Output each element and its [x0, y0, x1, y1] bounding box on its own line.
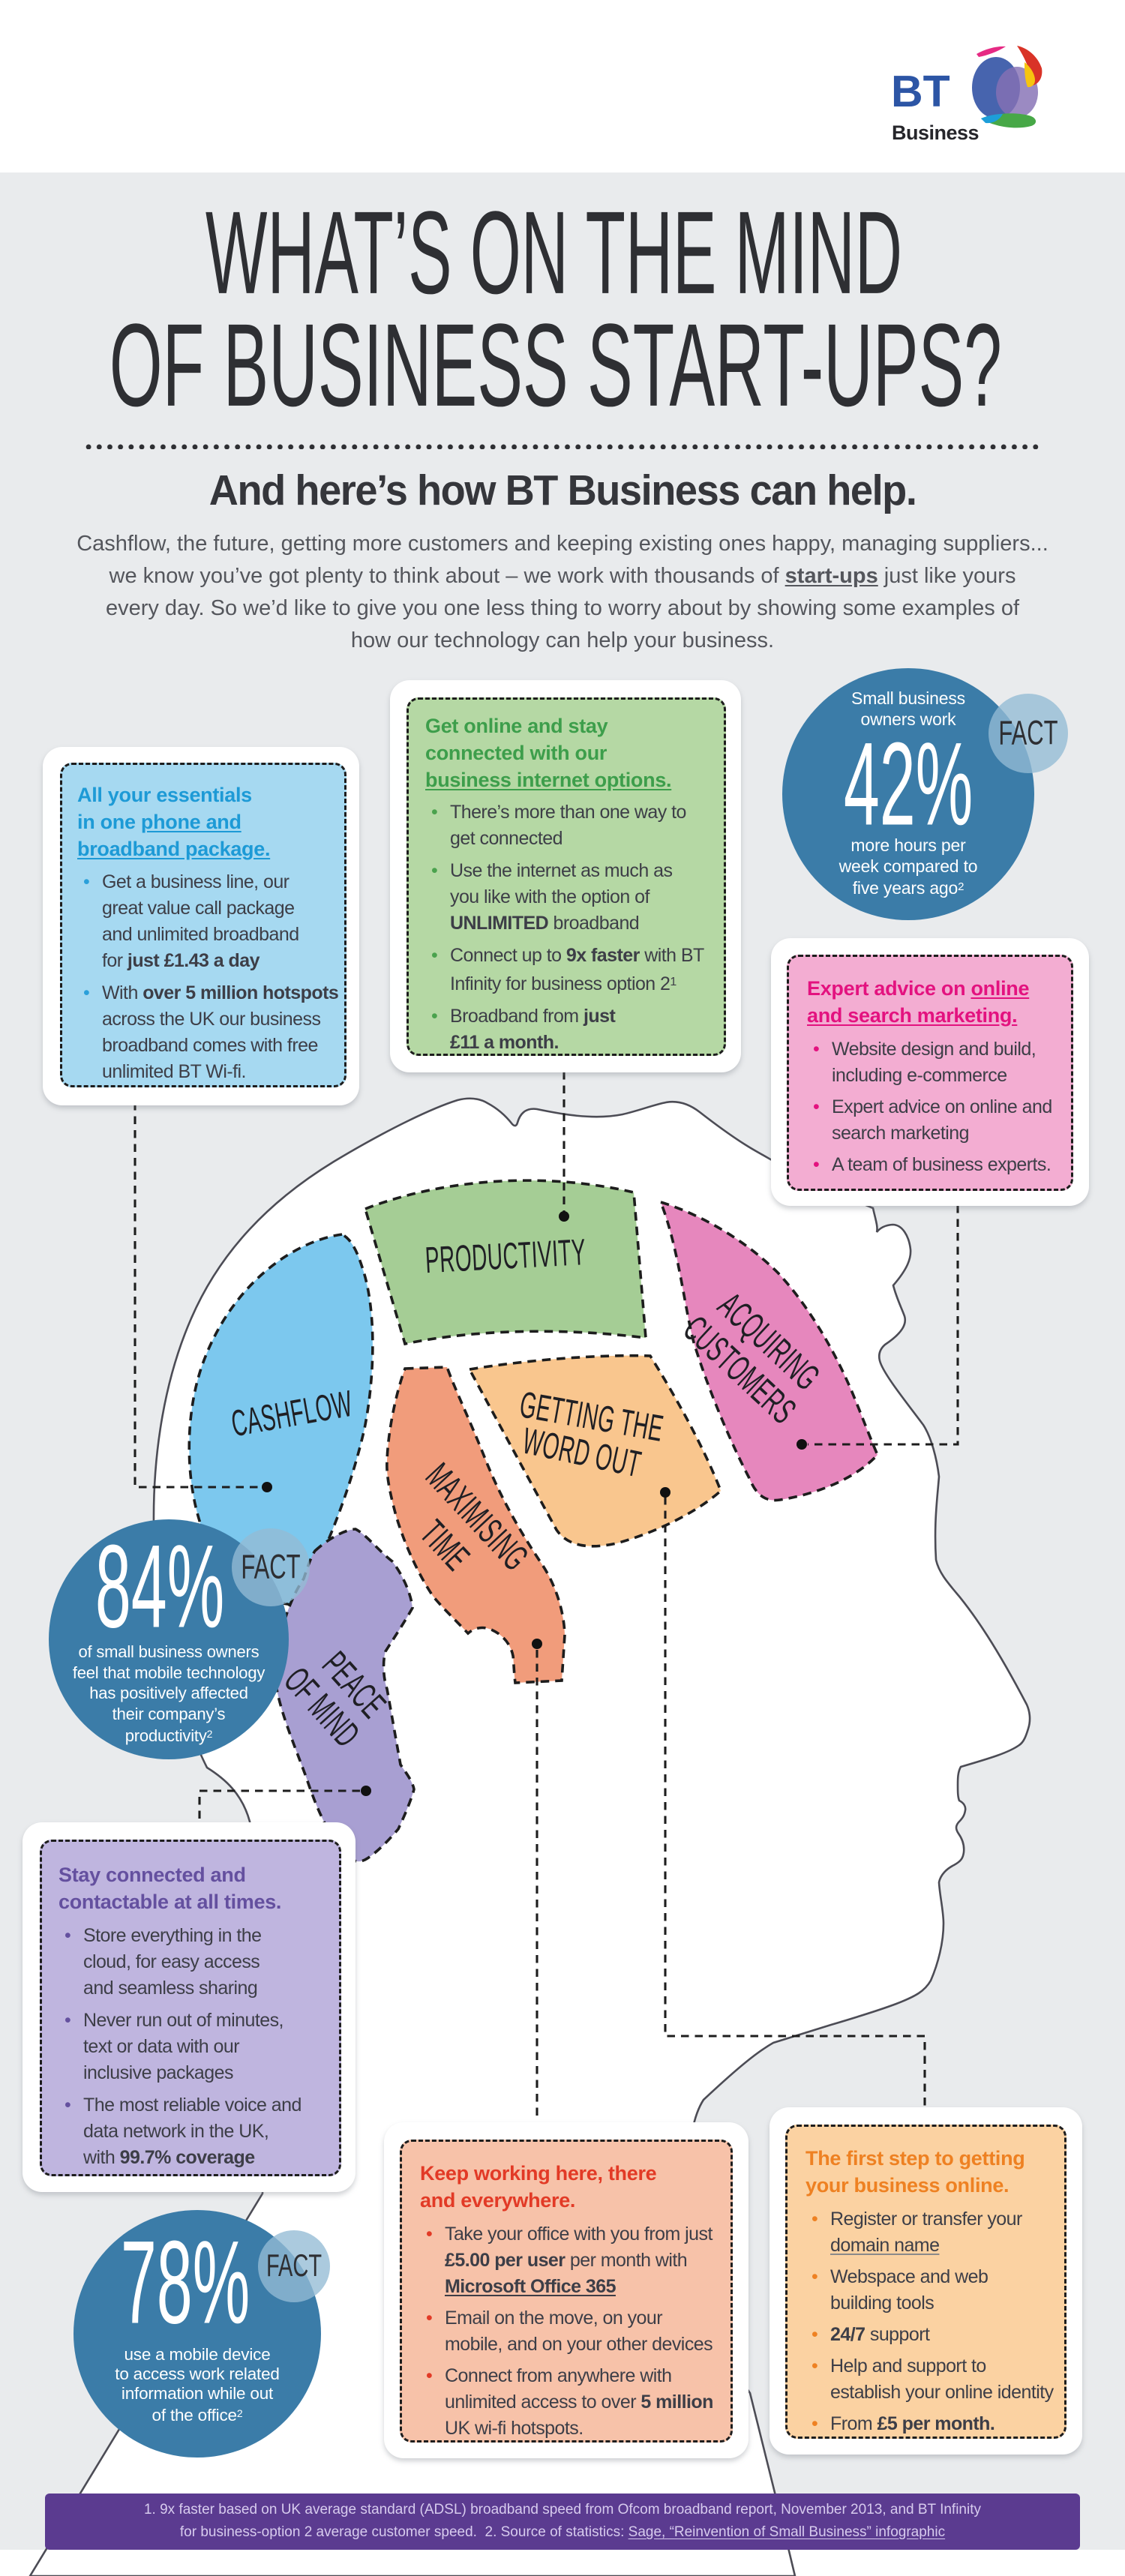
svg-text:Business: Business — [892, 121, 979, 144]
svg-text:PRODUCTIVITY: PRODUCTIVITY — [424, 1232, 587, 1281]
svg-text:BT: BT — [891, 67, 950, 116]
